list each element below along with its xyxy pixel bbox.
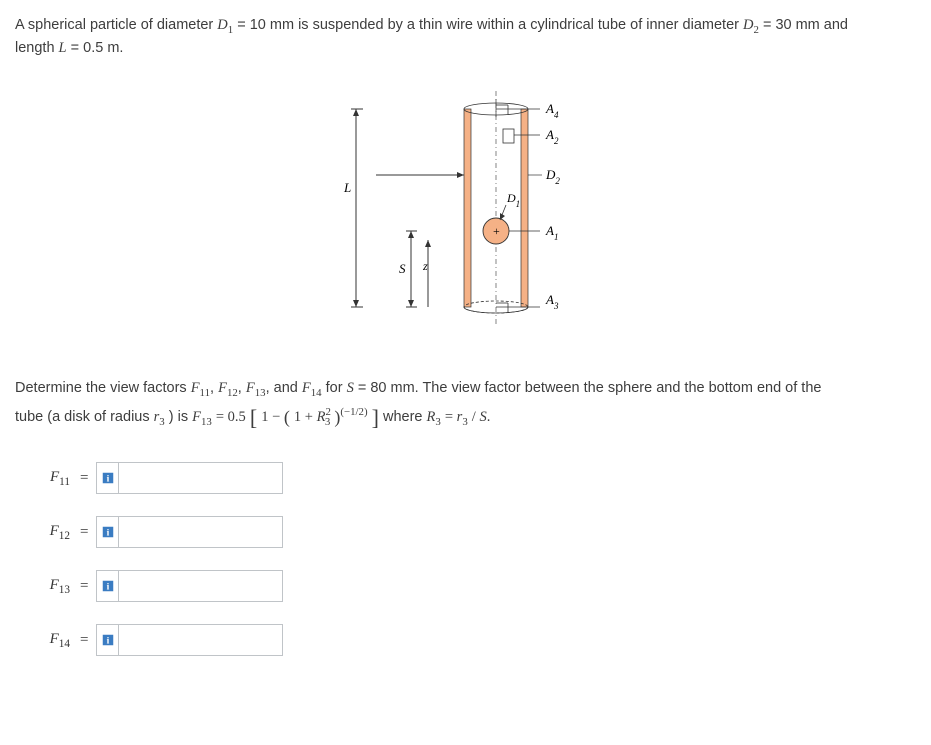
- sym: F: [302, 380, 311, 396]
- answer-row-f14: F14 = i: [15, 624, 916, 656]
- svg-text:i: i: [107, 582, 110, 593]
- sub: 3: [462, 416, 467, 428]
- text: ) is: [169, 409, 192, 425]
- answer-section: F11 = i F12 = i F13 = i: [15, 462, 916, 656]
- sub: 13: [201, 416, 212, 428]
- sym: D: [217, 17, 227, 33]
- comma: , and: [266, 380, 302, 396]
- answer-input-f13[interactable]: [118, 570, 283, 602]
- text: Determine the view factors: [15, 380, 191, 396]
- eq: = 0.5: [216, 409, 246, 425]
- label-A1: A1: [545, 223, 558, 242]
- plus-icon: +: [493, 224, 500, 238]
- sym: F: [50, 469, 59, 485]
- sym: L: [59, 40, 67, 56]
- inner: 1 +: [294, 409, 317, 425]
- sym: F: [246, 380, 255, 396]
- sub: 3: [159, 416, 164, 428]
- sym: F: [191, 380, 200, 396]
- diagram-svg: L S z: [296, 85, 636, 345]
- info-icon[interactable]: i: [96, 516, 118, 548]
- text: = 0.5 m.: [71, 40, 124, 56]
- label-A2: A2: [545, 127, 559, 146]
- answer-input-f14[interactable]: [118, 624, 283, 656]
- sub: 12: [59, 530, 70, 542]
- answer-label: F14: [15, 631, 70, 650]
- answer-label: F13: [15, 577, 70, 596]
- equals: =: [80, 578, 88, 595]
- text: tube (a disk of radius: [15, 409, 154, 425]
- svg-text:i: i: [107, 528, 110, 539]
- text: length: [15, 40, 59, 56]
- question-line-1: Determine the view factors F11, F12, F13…: [15, 378, 916, 401]
- label-D2: D2: [545, 167, 560, 186]
- text: = 80 mm. The view factor between the sph…: [358, 380, 822, 396]
- sym: S: [479, 409, 486, 425]
- period: .: [487, 409, 491, 425]
- text: where: [383, 409, 427, 425]
- answer-row-f12: F12 = i: [15, 516, 916, 548]
- sub: 2: [753, 24, 758, 36]
- sub: 13: [59, 584, 70, 596]
- comma: ,: [210, 380, 218, 396]
- answer-label: F11: [15, 469, 70, 488]
- exp: (−1/2): [340, 406, 367, 418]
- sub: 11: [59, 476, 70, 488]
- sym: F: [192, 409, 201, 425]
- equals: =: [80, 524, 88, 541]
- text: = 30 mm and: [763, 17, 848, 33]
- question-line-2: tube (a disk of radius r3 ) is F13 = 0.5…: [15, 401, 916, 434]
- label-S: S: [399, 261, 406, 276]
- sym: F: [50, 577, 59, 593]
- sub: 1: [228, 24, 233, 36]
- sym: F: [50, 631, 59, 647]
- sym: F: [218, 380, 227, 396]
- label-A3: A3: [545, 292, 559, 311]
- label-A4: A4: [545, 101, 559, 120]
- sym: D: [743, 17, 753, 33]
- sub: 3: [325, 416, 330, 428]
- answer-row-f13: F13 = i: [15, 570, 916, 602]
- equals: =: [80, 632, 88, 649]
- answer-label: F12: [15, 523, 70, 542]
- sym: F: [50, 523, 59, 539]
- rbracket: ]: [372, 405, 379, 430]
- sub: 13: [255, 387, 266, 399]
- text: for: [326, 380, 347, 396]
- answer-row-f11: F11 = i: [15, 462, 916, 494]
- inner: 1 −: [261, 409, 284, 425]
- sub: 14: [59, 638, 70, 650]
- sub: 12: [227, 387, 238, 399]
- info-icon[interactable]: i: [96, 624, 118, 656]
- eq: =: [445, 409, 457, 425]
- label-L: L: [343, 180, 351, 195]
- label-z: z: [422, 259, 428, 273]
- info-icon[interactable]: i: [96, 570, 118, 602]
- svg-text:i: i: [107, 636, 110, 647]
- answer-input-f12[interactable]: [118, 516, 283, 548]
- info-icon[interactable]: i: [96, 462, 118, 494]
- svg-text:i: i: [107, 474, 110, 485]
- problem-line-2: length L = 0.5 m.: [15, 38, 916, 60]
- lparen: (: [284, 407, 290, 427]
- label-D1: D1: [506, 191, 520, 209]
- equals: =: [80, 470, 88, 487]
- diagram-container: L S z: [15, 85, 916, 348]
- sym: S: [347, 380, 354, 396]
- lbracket: [: [250, 405, 257, 430]
- text: = 10 mm is suspended by a thin wire with…: [237, 17, 743, 33]
- text: A spherical particle of diameter: [15, 17, 217, 33]
- sub: 11: [200, 387, 210, 399]
- problem-line-1: A spherical particle of diameter D1 = 10…: [15, 15, 916, 38]
- answer-input-f11[interactable]: [118, 462, 283, 494]
- sub: 3: [435, 416, 440, 428]
- sub: 14: [311, 387, 322, 399]
- comma: ,: [238, 380, 246, 396]
